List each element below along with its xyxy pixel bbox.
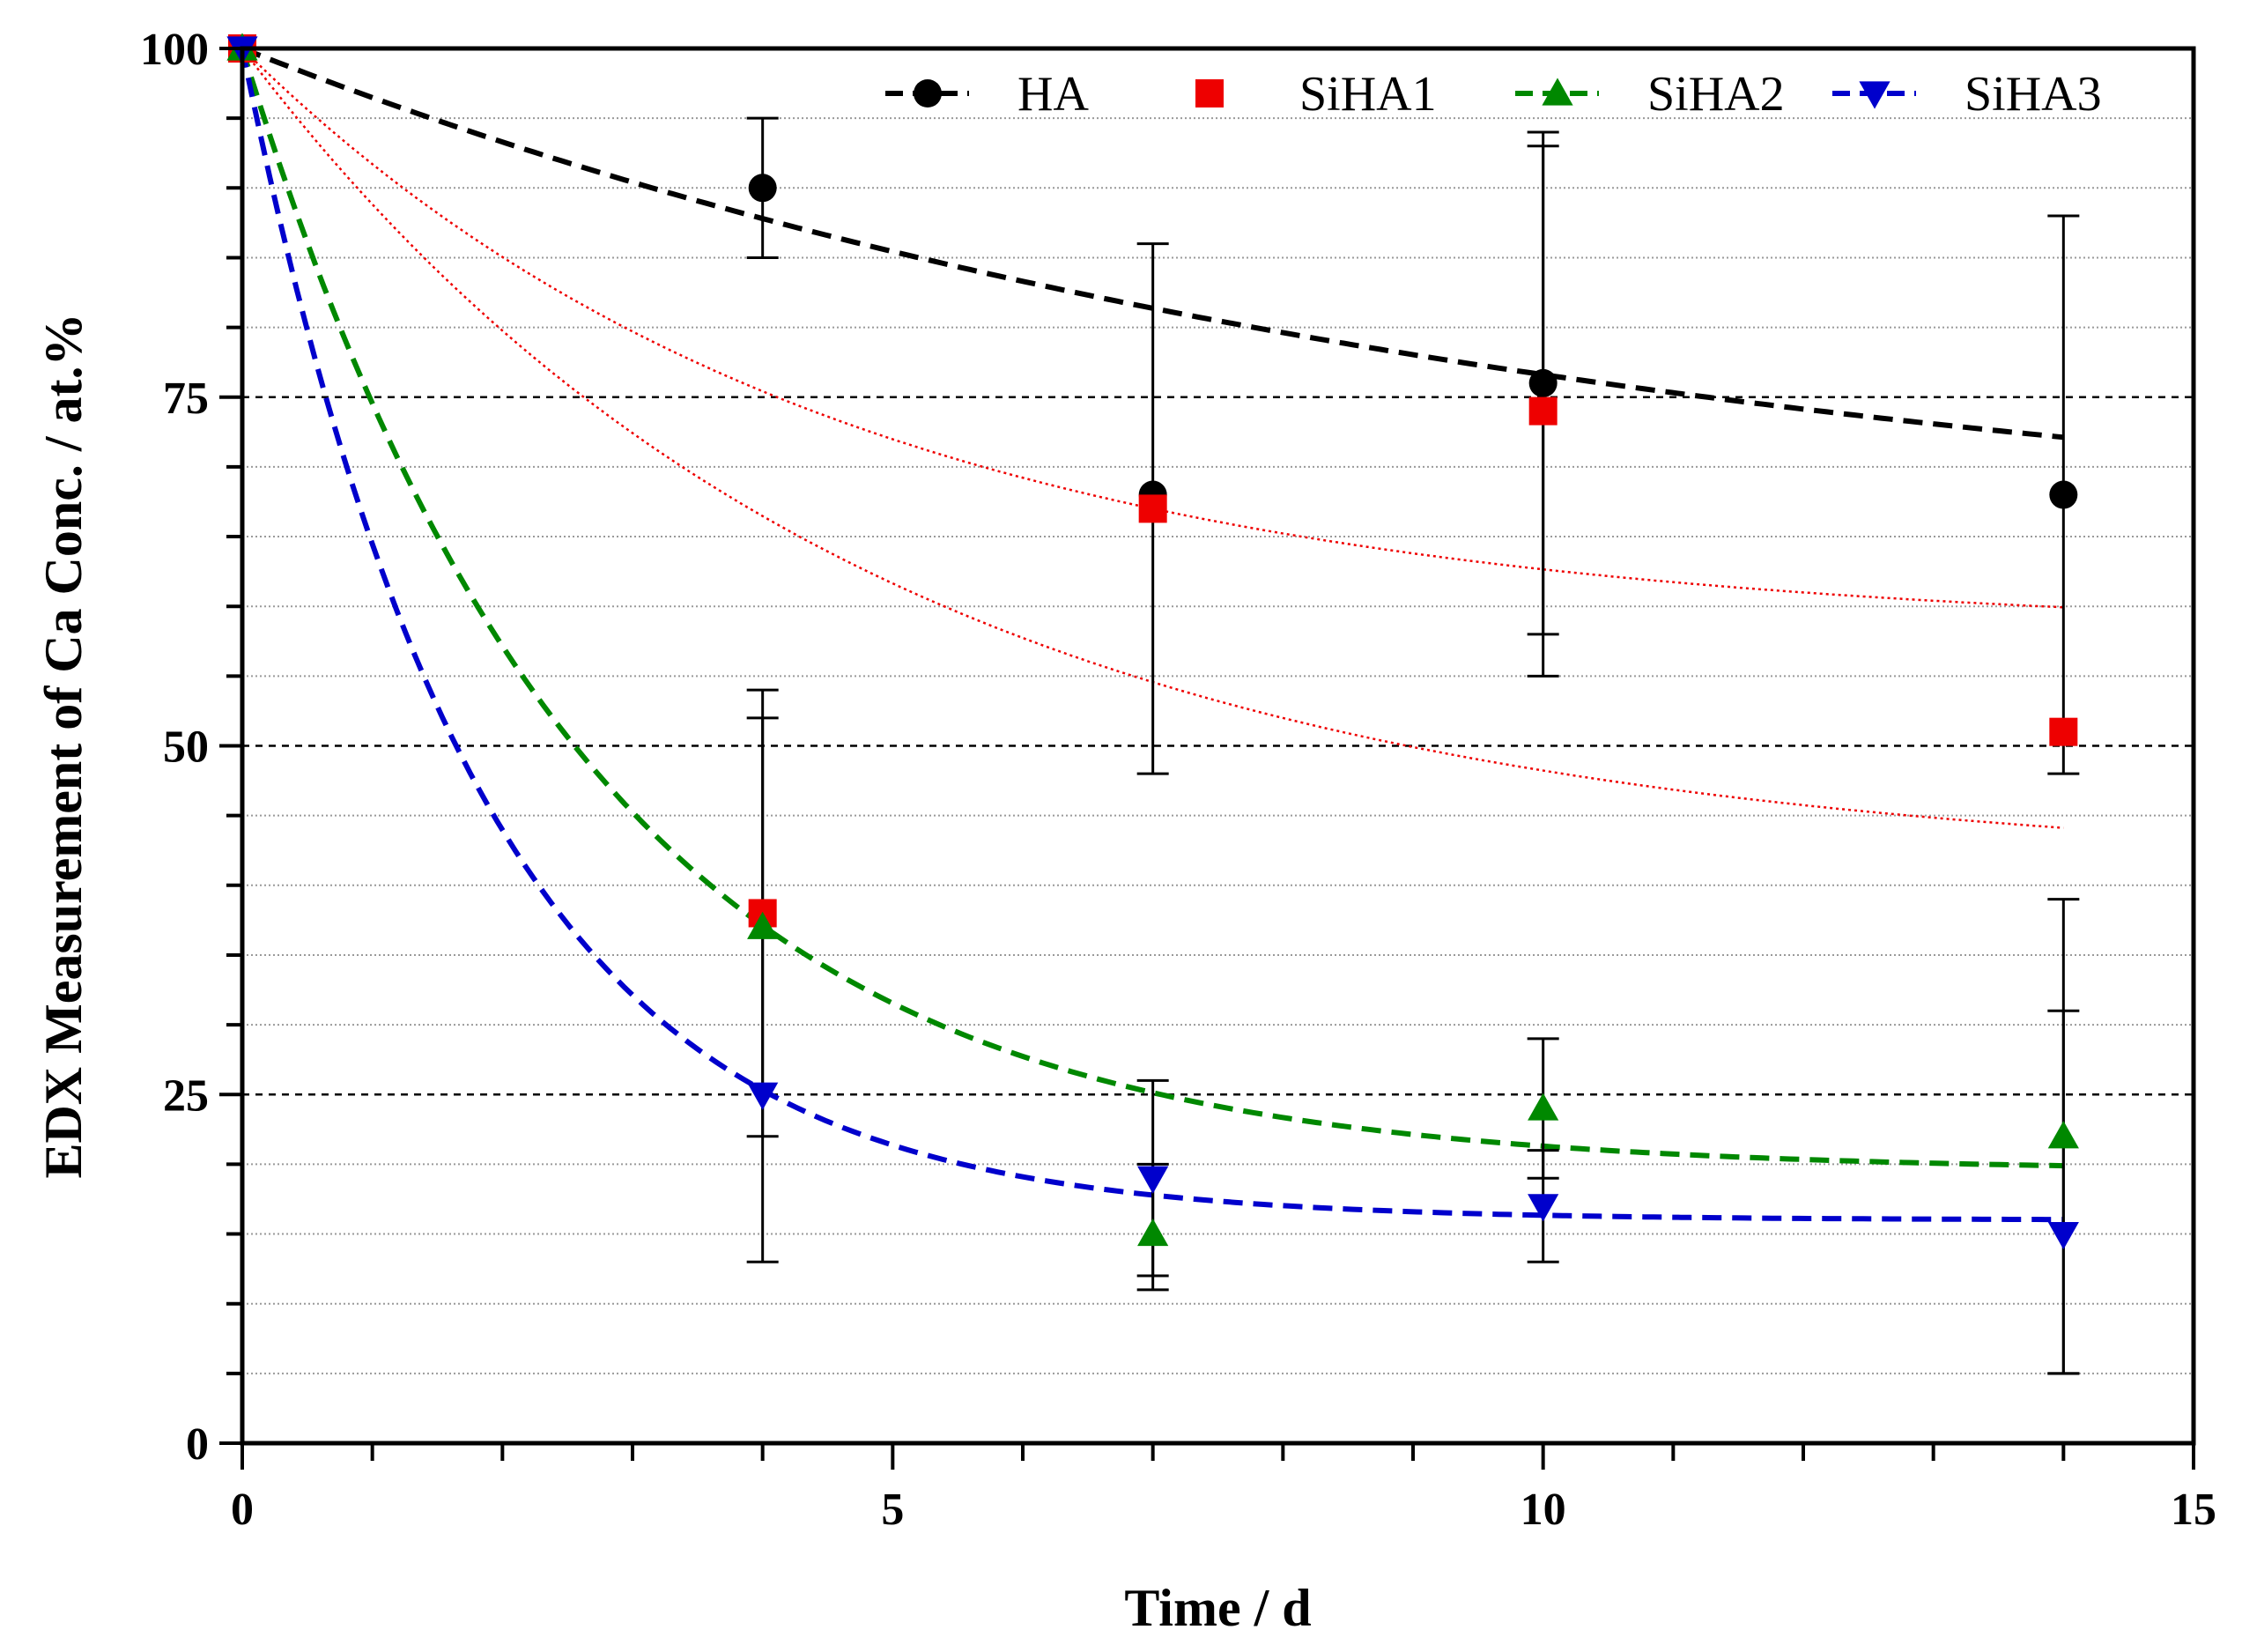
x-tick-label: 15 [2171,1485,2216,1535]
point-siha2 [747,911,779,939]
x-axis-title: Time / d [1124,1579,1311,1637]
tick-labels: 0 25 50 75 100 0 5 10 15 [140,25,2216,1535]
point-siha2 [1137,1218,1169,1247]
y-tick-label: 50 [163,722,209,773]
x-tick-label: 0 [231,1485,254,1535]
point-siha3 [1528,1194,1559,1222]
legend-label-ha: HA [1017,67,1089,122]
point-ha [748,174,777,203]
point-siha3 [2047,1221,2079,1250]
y-tick-label: 25 [163,1070,209,1121]
point-siha3 [747,1082,779,1110]
fit-band-siha1 [241,48,2064,609]
legend-marker-siha3 [1859,81,1891,109]
y-tick-label: 0 [186,1419,209,1470]
legend-marker-ha [914,79,942,107]
legend: HA SiHA1 SiHA2 SiHA3 [885,67,2102,122]
point-siha1 [2049,717,2078,746]
y-axis-title: EDX Measurement of Ca Conc. / at.% [34,313,92,1178]
x-tick-label: 5 [881,1485,904,1535]
x-tick-label: 10 [1521,1485,1566,1535]
legend-marker-siha1 [1195,79,1224,107]
point-siha1 [1138,494,1167,523]
point-siha2 [2047,1121,2079,1149]
legend-label-siha3: SiHA3 [1965,67,2102,122]
grid-layer [242,117,2194,1374]
fit-curve-ha [240,46,2064,441]
legend-marker-siha2 [1542,78,1573,106]
point-ha [2049,480,2078,509]
tick-marks [219,47,2195,1470]
point-siha2 [1528,1093,1559,1121]
point-siha1 [1528,396,1558,426]
y-tick-label: 100 [140,25,209,75]
legend-label-siha2: SiHA2 [1647,67,1785,122]
point-ha [1528,368,1558,397]
legend-label-siha1: SiHA1 [1299,67,1437,122]
y-tick-label: 75 [163,374,209,424]
data-markers [226,33,2079,1250]
point-siha3 [1137,1166,1169,1194]
fit-curve-siha2 [240,48,2064,1169]
